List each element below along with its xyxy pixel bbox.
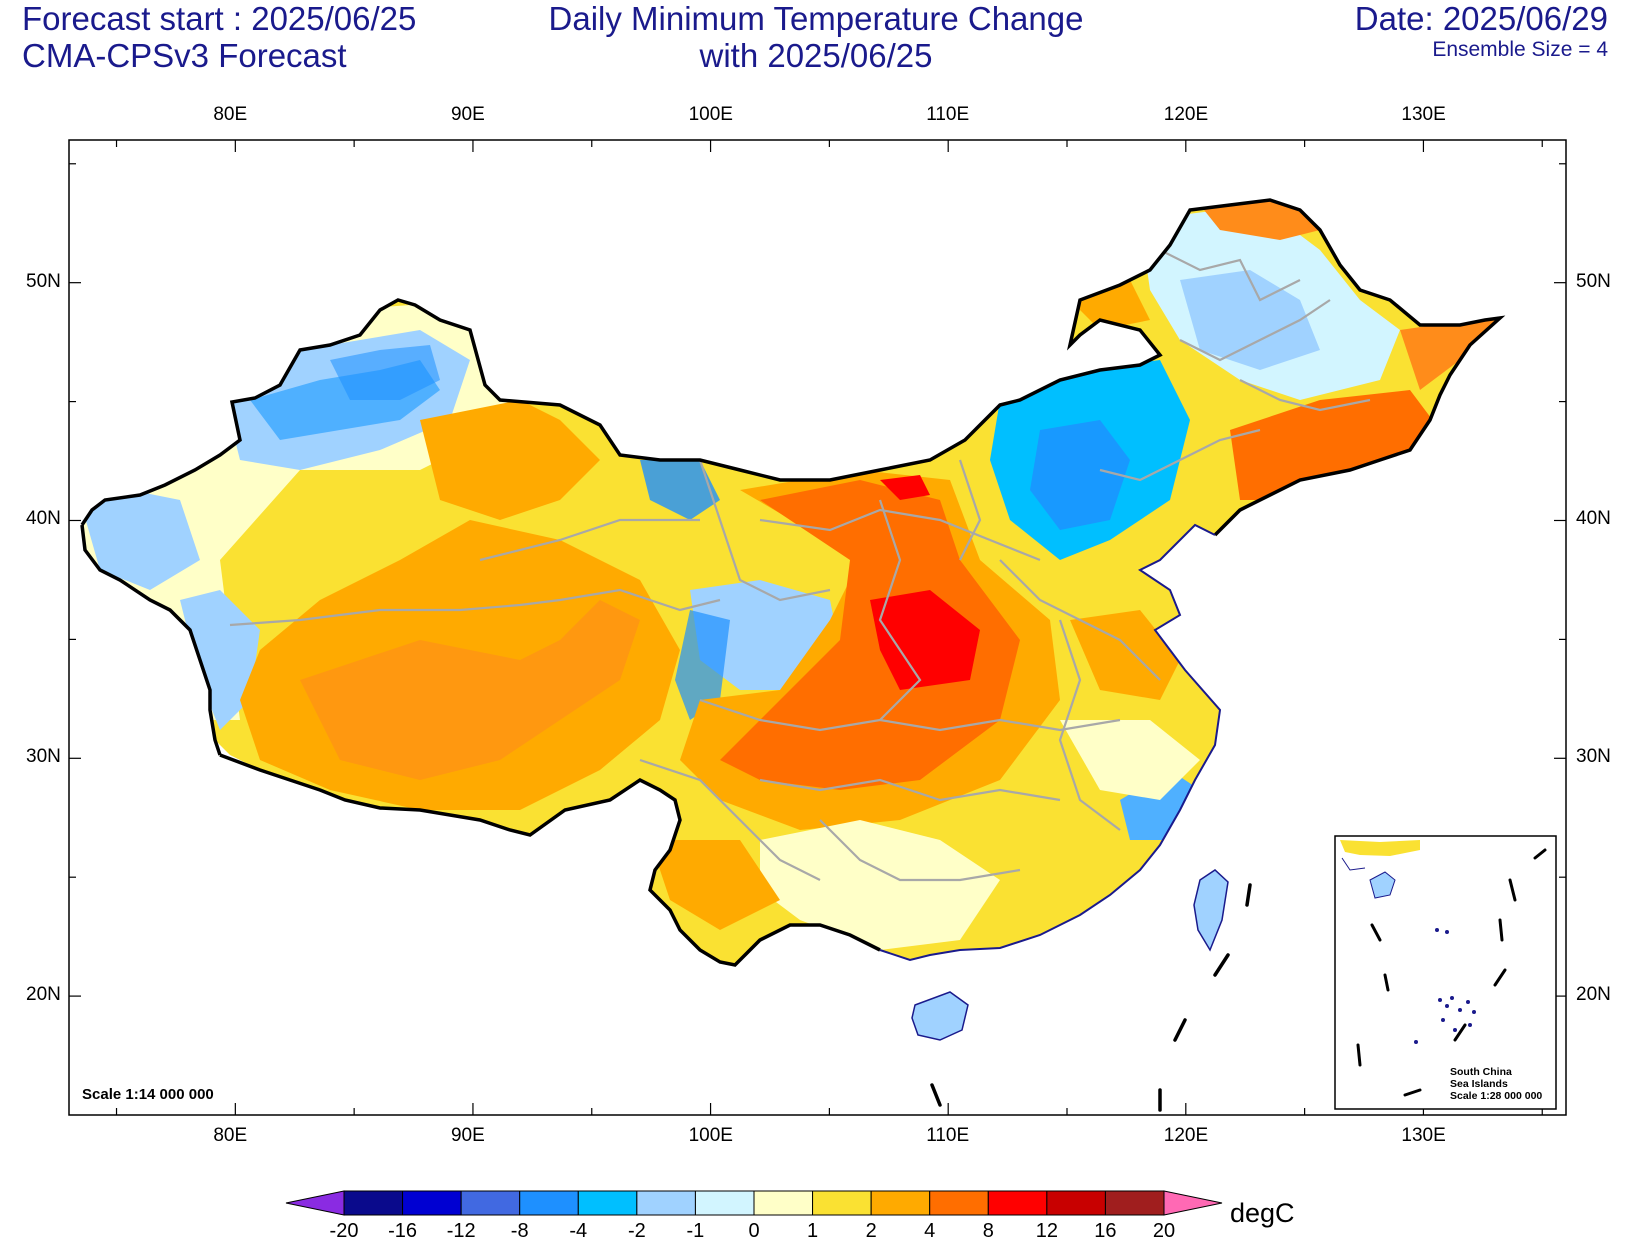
province-boundaries xyxy=(229,249,1371,882)
lat-label-left: 40N xyxy=(26,508,61,530)
colorbar-tick-label: 2 xyxy=(865,1220,877,1242)
forecast-info: Forecast start : 2025/06/25 CMA-CPSv3 Fo… xyxy=(22,0,416,74)
inset-caption: South China Sea Islands Scale 1:28 000 0… xyxy=(1450,1066,1542,1102)
national-border-north xyxy=(80,198,1506,537)
inset-caption-line3: Scale 1:28 000 000 xyxy=(1450,1090,1543,1102)
colorbar-swatch xyxy=(1046,1190,1106,1216)
colorbar-swatch xyxy=(636,1190,696,1216)
date-info: Date: 2025/06/29 Ensemble Size = 4 xyxy=(1355,0,1608,63)
lon-label-top: 100E xyxy=(688,104,733,125)
lon-label-bottom: 100E xyxy=(688,1125,733,1146)
colorbar-tick-label: 20 xyxy=(1152,1220,1176,1242)
lat-label-right: 30N xyxy=(1576,746,1611,768)
colorbar-tick-label: -2 xyxy=(627,1220,646,1242)
lat-label-right: 40N xyxy=(1576,508,1611,530)
colorbar-tick-label: -8 xyxy=(510,1220,529,1242)
lon-label-top: 90E xyxy=(450,104,485,125)
colorbar-swatch xyxy=(343,1190,404,1216)
lon-label-bottom: 80E xyxy=(213,1125,248,1146)
map-title-line1: Daily Minimum Temperature Change xyxy=(548,0,1084,37)
ensemble-size-label: Ensemble Size = 4 xyxy=(1432,38,1608,61)
colorbar-swatch xyxy=(402,1190,462,1216)
colorbar-swatch xyxy=(929,1190,989,1216)
colorbar-tick-label: -12 xyxy=(446,1220,476,1242)
colorbar-swatch xyxy=(577,1190,638,1216)
colorbar-swatch xyxy=(694,1190,755,1216)
lon-label-top: 80E xyxy=(213,104,248,125)
colorbar-tick-label: -1 xyxy=(686,1220,705,1242)
colorbar-tick-label: 8 xyxy=(982,1220,994,1242)
lat-label-right: 50N xyxy=(1576,270,1611,292)
valid-date-label: Date: 2025/06/29 xyxy=(1354,0,1608,37)
map-title-line2: with 2025/06/25 xyxy=(699,37,933,74)
colorbar-swatch xyxy=(519,1190,579,1216)
colorbar-tick-label: 16 xyxy=(1094,1220,1117,1242)
map-frame xyxy=(68,139,1567,1116)
forecast-start-label: Forecast start : 2025/06/25 xyxy=(22,0,417,37)
lon-label-bottom: 130E xyxy=(1401,1125,1446,1146)
south-china-sea-inset xyxy=(1334,835,1557,1110)
colorbar-tick-label: 4 xyxy=(924,1220,936,1242)
colorbar-tick-label: -20 xyxy=(329,1220,359,1242)
national-border-west xyxy=(80,524,222,756)
islands xyxy=(911,869,1229,1041)
colorbar xyxy=(285,1190,1223,1216)
colorbar-swatch xyxy=(812,1190,872,1216)
lon-label-bottom: 110E xyxy=(926,1125,970,1146)
colorbar-tick-label: -4 xyxy=(569,1220,588,1242)
coastline xyxy=(879,523,1222,962)
colorbar-tick-label: 1 xyxy=(807,1220,819,1242)
lat-label-left: 20N xyxy=(26,984,61,1006)
national-border-south xyxy=(219,753,881,967)
map-scale-label: Scale 1:14 000 000 xyxy=(82,1086,214,1103)
colorbar-tick-label: -16 xyxy=(388,1220,418,1242)
temperature-field xyxy=(82,200,1500,965)
colorbar-swatch xyxy=(1104,1190,1165,1216)
colorbar-tick-label: 12 xyxy=(1035,1220,1058,1242)
lon-label-top: 110E xyxy=(926,104,970,125)
lon-label-bottom: 90E xyxy=(450,1125,485,1146)
dash-line-segments xyxy=(930,883,1252,1112)
lat-label-left: 30N xyxy=(26,746,61,768)
inset-caption-line2: Sea Islands xyxy=(1450,1078,1508,1090)
colorbar-above-arrow xyxy=(1163,1190,1223,1216)
colorbar-swatch xyxy=(987,1190,1048,1216)
lat-label-left: 50N xyxy=(26,270,61,292)
lon-label-top: 120E xyxy=(1163,104,1209,125)
colorbar-unit: degC xyxy=(1230,1198,1295,1228)
lon-label-bottom: 120E xyxy=(1163,1125,1209,1146)
colorbar-tick-label: 0 xyxy=(748,1220,760,1242)
lat-label-right: 20N xyxy=(1576,984,1611,1006)
colorbar-swatch xyxy=(460,1190,521,1216)
colorbar-swatch xyxy=(870,1190,931,1216)
model-name-label: CMA-CPSv3 Forecast xyxy=(22,37,347,74)
colorbar-swatch xyxy=(753,1190,814,1216)
lon-label-top: 130E xyxy=(1401,104,1446,125)
colorbar-below-arrow xyxy=(285,1190,345,1216)
map-title: Daily Minimum Temperature Change with 20… xyxy=(0,0,1632,74)
inset-caption-line1: South China xyxy=(1450,1066,1512,1078)
